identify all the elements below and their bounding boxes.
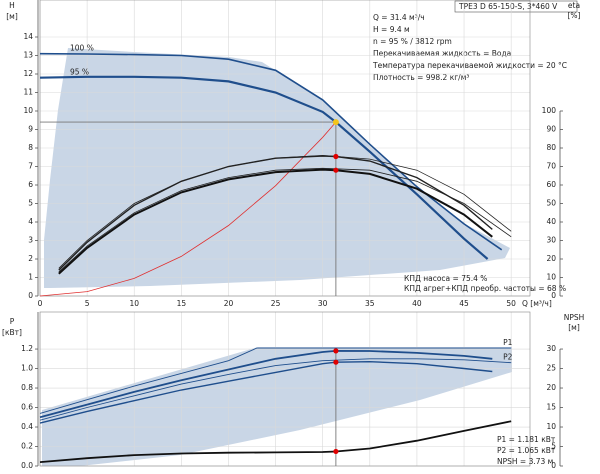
x-tick-label: 40 bbox=[412, 299, 422, 308]
y2-tick-label: 10 bbox=[546, 273, 556, 282]
x-tick-label: 45 bbox=[459, 299, 469, 308]
info-line: Перекачиваемая жидкость = Вода bbox=[373, 49, 511, 58]
plot-frame bbox=[39, 311, 531, 467]
y-tick-label: 0.6 bbox=[21, 403, 33, 412]
curve-label: P1 bbox=[503, 338, 513, 347]
duty-marker bbox=[333, 448, 339, 455]
y2-tick-label: 60 bbox=[546, 180, 556, 189]
y-tick-label: 9 bbox=[28, 125, 33, 134]
x-tick-label: 50 bbox=[506, 299, 516, 308]
info-line: H = 9.4 м bbox=[373, 25, 410, 34]
curve bbox=[39, 349, 493, 419]
y2-tick-label: 20 bbox=[546, 254, 556, 263]
y2-tick-label: 5 bbox=[551, 442, 556, 451]
curve bbox=[39, 75, 489, 260]
y-tick-label: 5 bbox=[28, 199, 33, 208]
y-tick-label: 0.2 bbox=[21, 442, 33, 451]
x-tick-label: 30 bbox=[318, 299, 328, 308]
y2-tick-label: 30 bbox=[546, 236, 556, 245]
y-tick-label: 4 bbox=[28, 217, 33, 226]
y2-tick-label: 40 bbox=[546, 217, 556, 226]
info-line: Температура перекачиваемой жидкости = 20… bbox=[372, 61, 567, 70]
y2-tick-label: 70 bbox=[546, 162, 556, 171]
x-tick-label: 10 bbox=[129, 299, 139, 308]
curve bbox=[58, 155, 493, 271]
x-tick-label: 25 bbox=[271, 299, 281, 308]
curve bbox=[39, 420, 512, 463]
y-tick-label: 0.0 bbox=[21, 461, 33, 470]
operating-range-area bbox=[44, 48, 510, 288]
y2-tick-label: 80 bbox=[546, 143, 556, 152]
result-note: КПД насоса = 75.4 % bbox=[404, 274, 487, 283]
result-note: NPSH = 3.73 м bbox=[497, 457, 553, 466]
duty-marker bbox=[333, 153, 339, 160]
curve bbox=[39, 52, 503, 251]
result-note: P2 = 1.065 кВт bbox=[497, 446, 556, 455]
y2-axis-unit: [м] bbox=[568, 323, 580, 332]
x-tick-label: 5 bbox=[85, 299, 90, 308]
y2-axis-label: NPSH bbox=[564, 313, 585, 322]
info-line: n = 95 % / 3812 rpm bbox=[373, 37, 452, 46]
y-tick-label: 12 bbox=[23, 69, 33, 78]
curve bbox=[58, 168, 493, 275]
x-tick-label: 35 bbox=[365, 299, 375, 308]
y2-tick-label: 30 bbox=[546, 344, 556, 353]
y2-tick-label: 0 bbox=[551, 461, 556, 470]
y-tick-label: 8 bbox=[28, 143, 33, 152]
y-tick-label: 3 bbox=[28, 236, 33, 245]
y-tick-label: 7 bbox=[28, 162, 33, 171]
duty-marker bbox=[333, 348, 339, 354]
duty-marker bbox=[333, 167, 339, 173]
y2-tick-label: 20 bbox=[546, 383, 556, 392]
result-note: КПД агрег+КПД преобр. частоты = 68 % bbox=[404, 284, 566, 293]
y2-tick-label: 15 bbox=[546, 403, 556, 412]
x-axis-label: Q [м³/ч] bbox=[522, 299, 552, 308]
y-tick-label: 10 bbox=[23, 106, 33, 115]
y-tick-label: 1.2 bbox=[21, 344, 33, 353]
y-tick-label: 14 bbox=[23, 32, 33, 41]
y2-axis-unit: [%] bbox=[568, 11, 581, 20]
curve bbox=[39, 360, 493, 424]
x-tick-label: 15 bbox=[177, 299, 187, 308]
curve bbox=[39, 121, 337, 297]
curve bbox=[39, 358, 512, 421]
y-tick-label: 1.0 bbox=[21, 364, 33, 373]
x-tick-label: 20 bbox=[224, 299, 234, 308]
y-tick-label: 11 bbox=[23, 88, 33, 97]
y2-tick-label: 90 bbox=[546, 125, 556, 134]
y-tick-label: 0 bbox=[28, 291, 33, 300]
info-line: Q = 31.4 м³/ч bbox=[373, 13, 425, 22]
y-axis-label: H bbox=[9, 1, 15, 10]
y-tick-label: 0.4 bbox=[21, 422, 33, 431]
info-line: Плотность = 998.2 кг/м³ bbox=[373, 73, 469, 82]
y2-tick-label: 50 bbox=[546, 199, 556, 208]
curve bbox=[58, 167, 512, 273]
operating-point bbox=[332, 119, 339, 126]
y2-tick-label: 25 bbox=[546, 364, 556, 373]
y2-tick-label: 0 bbox=[551, 291, 556, 300]
y-axis-unit: [м] bbox=[6, 12, 18, 21]
result-note: P1 = 1.181 кВт bbox=[497, 435, 556, 444]
y2-axis-label: eta bbox=[568, 1, 580, 10]
curve-label: 100 % bbox=[70, 44, 94, 53]
y-tick-label: 2 bbox=[28, 254, 33, 263]
plot-frame bbox=[39, 0, 531, 297]
y2-tick-label: 10 bbox=[546, 422, 556, 431]
model-title: TPE3 D 65-150-S, 3*460 V bbox=[458, 2, 558, 11]
y-tick-label: 0.8 bbox=[21, 383, 33, 392]
curve-label: P2 bbox=[503, 353, 513, 362]
y-tick-label: 6 bbox=[28, 180, 33, 189]
y2-tick-label: 100 bbox=[542, 106, 557, 115]
y-axis-label: P bbox=[10, 317, 15, 326]
y-axis-unit: [кВт] bbox=[2, 328, 22, 337]
power-range-area bbox=[42, 347, 512, 466]
curve bbox=[39, 347, 512, 414]
y-tick-label: 1 bbox=[28, 273, 33, 282]
duty-marker bbox=[333, 359, 339, 365]
model-box bbox=[454, 0, 578, 13]
curve-label: 95 % bbox=[70, 68, 89, 77]
x-tick-label: 0 bbox=[38, 299, 43, 308]
y-tick-label: 13 bbox=[23, 51, 33, 60]
